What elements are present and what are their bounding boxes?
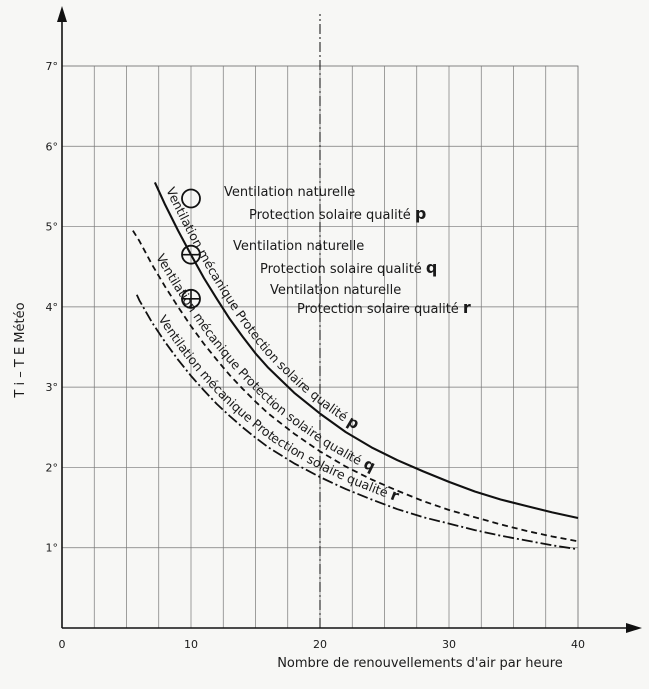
- x-tick-label: 10: [184, 638, 198, 651]
- point-annotation-line1: Ventilation naturelle: [270, 283, 401, 298]
- point-annotation-line2: Protection solaire qualité q: [260, 258, 437, 277]
- x-axis-label: Nombre de renouvellements d'air par heur…: [277, 656, 563, 671]
- point-annotation-line2: Protection solaire qualité r: [297, 298, 471, 317]
- y-axis-label: T i – T E Météo: [13, 302, 28, 398]
- points-layer: [181, 188, 201, 309]
- y-tick-label: 7°: [46, 60, 59, 73]
- x-tick-label: 40: [571, 638, 585, 651]
- point-annotation-letter: r: [463, 298, 471, 317]
- x-tick-label: 20: [313, 638, 327, 651]
- y-tick-label: 4°: [46, 301, 59, 314]
- axes: 0 10 20 30 40 1° 2° 3° 4° 5° 6° 7° Nombre de renouve…: [13, 6, 642, 671]
- series-line-r: [135, 294, 579, 551]
- y-tick-label: 6°: [46, 140, 59, 153]
- y-tick-label: 5°: [46, 221, 59, 234]
- y-tick-label: 1°: [46, 542, 59, 555]
- y-tick-label: 3°: [46, 381, 59, 394]
- series-line-q: [132, 230, 579, 543]
- y-tick-label: 2°: [46, 461, 59, 474]
- x-axis-arrow: [626, 623, 642, 633]
- series-label-letter: q: [361, 455, 379, 476]
- series-layer: [132, 181, 579, 551]
- point-annotation-line1: Ventilation naturelle: [224, 185, 355, 200]
- data-point-p: [181, 188, 201, 209]
- series-label-letter: r: [388, 486, 402, 506]
- point-annotation-letter: q: [426, 258, 437, 277]
- x-tick-label: 0: [59, 638, 66, 651]
- series-line-p: [153, 181, 579, 520]
- point-annotation-line2: Protection solaire qualité p: [249, 204, 426, 223]
- labels-layer: Ventilation mécanique Protection solaire…: [153, 185, 471, 506]
- x-tick-label: 30: [442, 638, 456, 651]
- series-label-letter: p: [344, 412, 363, 433]
- y-axis-arrow: [57, 6, 67, 22]
- point-annotation-line1: Ventilation naturelle: [233, 239, 364, 254]
- point-annotation-letter: p: [415, 204, 426, 223]
